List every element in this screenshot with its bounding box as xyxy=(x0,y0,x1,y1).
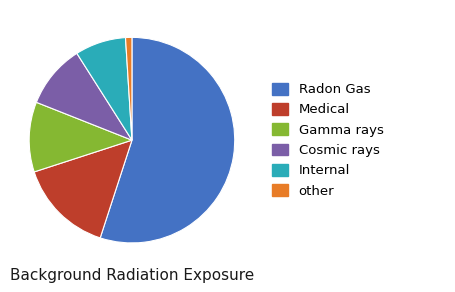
Wedge shape xyxy=(100,37,235,243)
Text: Background Radiation Exposure: Background Radiation Exposure xyxy=(10,268,254,283)
Legend: Radon Gas, Medical, Gamma rays, Cosmic rays, Internal, other: Radon Gas, Medical, Gamma rays, Cosmic r… xyxy=(272,83,384,198)
Wedge shape xyxy=(77,38,132,140)
Wedge shape xyxy=(29,102,132,172)
Wedge shape xyxy=(36,53,132,140)
Wedge shape xyxy=(34,140,132,238)
Wedge shape xyxy=(126,37,132,140)
